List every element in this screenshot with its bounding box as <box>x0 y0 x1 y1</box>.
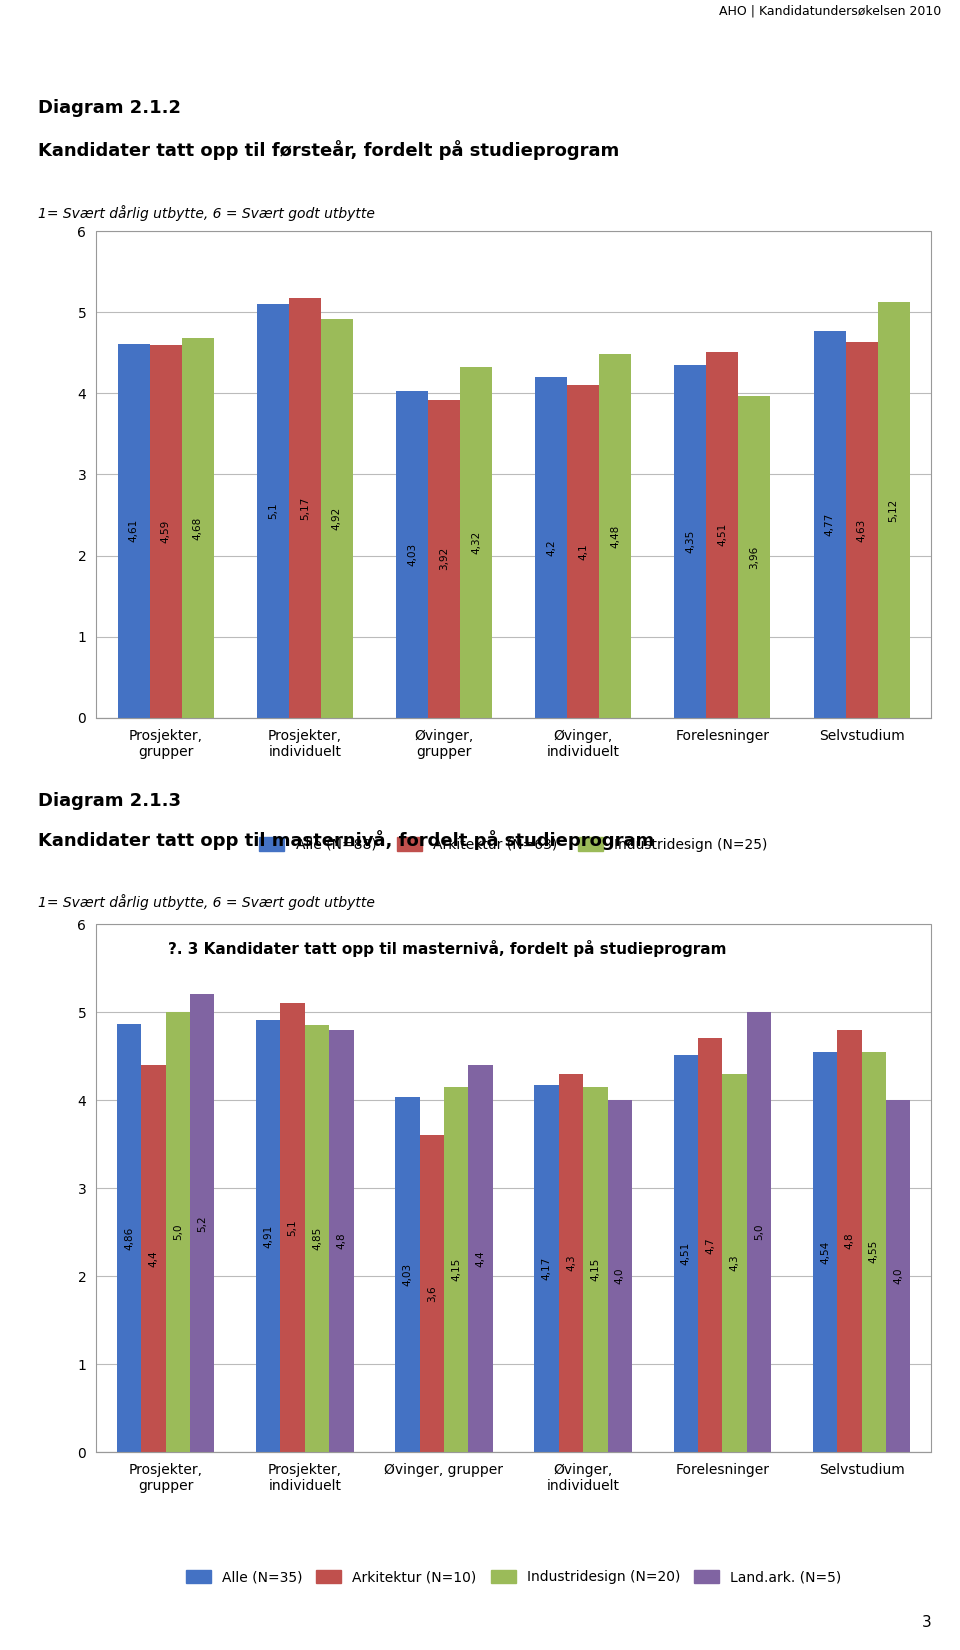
Text: 4,59: 4,59 <box>160 520 171 543</box>
Text: 5,0: 5,0 <box>173 1224 182 1241</box>
Text: 4,4: 4,4 <box>475 1251 486 1267</box>
Bar <box>599 355 632 718</box>
Bar <box>256 304 289 718</box>
Text: 4,54: 4,54 <box>820 1241 830 1264</box>
Bar <box>190 995 214 1452</box>
Bar <box>837 1030 861 1452</box>
Bar <box>813 1053 837 1452</box>
Text: Kandidater tatt opp til førsteår, fordelt på studieprogram: Kandidater tatt opp til førsteår, fordel… <box>38 140 619 160</box>
Bar <box>460 368 492 718</box>
Text: 5,1: 5,1 <box>288 1219 298 1236</box>
Legend: Alle (N=88), Arkitektur (N=63), Industridesign (N=25): Alle (N=88), Arkitektur (N=63), Industri… <box>253 832 774 858</box>
Text: 4,0: 4,0 <box>893 1267 903 1284</box>
Bar <box>289 299 321 718</box>
Bar <box>674 365 707 718</box>
Text: 4,0: 4,0 <box>614 1267 625 1284</box>
Bar <box>846 342 877 718</box>
Bar <box>181 338 214 718</box>
Text: 1= Svært dårlig utbytte, 6 = Svært godt utbytte: 1= Svært dårlig utbytte, 6 = Svært godt … <box>38 894 375 911</box>
Bar <box>567 384 599 718</box>
Bar <box>256 1020 280 1452</box>
Bar <box>420 1135 444 1452</box>
Legend: Alle (N=35), Arkitektur (N=10), Industridesign (N=20), Land.ark. (N=5): Alle (N=35), Arkitektur (N=10), Industri… <box>180 1564 847 1591</box>
Text: 5,12: 5,12 <box>889 498 899 521</box>
Text: 4,68: 4,68 <box>193 516 203 540</box>
Bar <box>396 1097 420 1452</box>
Bar <box>280 1003 305 1452</box>
Text: AHO | Kandidatundersøkelsen 2010: AHO | Kandidatundersøkelsen 2010 <box>718 3 941 16</box>
Bar <box>321 318 353 718</box>
Bar <box>877 302 910 718</box>
Bar <box>150 345 181 718</box>
Text: 5,2: 5,2 <box>197 1214 207 1231</box>
Text: Kandidater tatt opp til masternivå, fordelt på studieprogram: Kandidater tatt opp til masternivå, ford… <box>38 830 655 850</box>
Text: 4,1: 4,1 <box>578 543 588 559</box>
Bar <box>559 1074 584 1452</box>
Text: 3,96: 3,96 <box>750 546 759 569</box>
Text: 4,35: 4,35 <box>685 530 695 553</box>
Bar <box>468 1064 492 1452</box>
Text: 5,1: 5,1 <box>268 503 277 520</box>
Bar <box>886 1101 910 1452</box>
Bar <box>444 1087 468 1452</box>
Text: 4,51: 4,51 <box>717 523 728 546</box>
Text: 4,55: 4,55 <box>869 1241 878 1264</box>
Text: 4,85: 4,85 <box>312 1228 322 1251</box>
Text: ?. 3 Kandidater tatt opp til masternivå, fordelt på studieprogram: ?. 3 Kandidater tatt opp til masternivå,… <box>168 940 727 957</box>
Text: 4,32: 4,32 <box>471 531 481 554</box>
Bar <box>722 1074 747 1452</box>
Text: 4,15: 4,15 <box>451 1257 461 1280</box>
Bar <box>141 1064 165 1452</box>
Bar <box>698 1038 722 1452</box>
Text: Diagram 2.1.2: Diagram 2.1.2 <box>38 99 181 117</box>
Text: Diagram 2.1.3: Diagram 2.1.3 <box>38 792 181 810</box>
Text: 3,6: 3,6 <box>427 1285 437 1302</box>
Text: 4,61: 4,61 <box>129 520 138 543</box>
Text: 1= Svært dårlig utbytte, 6 = Svært godt utbytte: 1= Svært dårlig utbytte, 6 = Svært godt … <box>38 205 375 221</box>
Bar <box>535 1086 559 1452</box>
Bar <box>747 1011 771 1452</box>
Text: 4,7: 4,7 <box>706 1238 715 1254</box>
Text: 4,91: 4,91 <box>263 1224 274 1247</box>
Bar <box>329 1030 353 1452</box>
Bar <box>674 1054 698 1452</box>
Text: 4,3: 4,3 <box>730 1254 739 1270</box>
Bar <box>396 391 428 718</box>
Text: 4,48: 4,48 <box>611 525 620 548</box>
Text: 4,03: 4,03 <box>407 543 417 566</box>
Text: 4,4: 4,4 <box>149 1251 158 1267</box>
Bar <box>117 1025 141 1452</box>
Text: 4,17: 4,17 <box>541 1257 552 1280</box>
Bar <box>535 378 567 718</box>
Text: 4,8: 4,8 <box>336 1233 347 1249</box>
Text: 4,77: 4,77 <box>825 513 834 536</box>
Bar <box>304 1025 329 1452</box>
Text: 4,3: 4,3 <box>566 1254 576 1270</box>
Bar <box>707 351 738 718</box>
Text: 5,17: 5,17 <box>300 497 310 520</box>
Text: 3: 3 <box>922 1615 931 1630</box>
Text: 4,03: 4,03 <box>402 1264 413 1287</box>
Text: 4,8: 4,8 <box>845 1233 854 1249</box>
Text: 4,15: 4,15 <box>590 1257 600 1280</box>
Bar <box>608 1101 632 1452</box>
Bar <box>117 343 150 718</box>
Text: 4,2: 4,2 <box>546 540 556 556</box>
Text: 3,92: 3,92 <box>439 548 449 571</box>
Bar <box>583 1087 608 1452</box>
Bar <box>738 396 771 718</box>
Text: 4,51: 4,51 <box>681 1242 691 1266</box>
Text: 5,0: 5,0 <box>754 1224 764 1241</box>
Text: 4,63: 4,63 <box>856 518 867 541</box>
Text: 4,86: 4,86 <box>124 1226 134 1249</box>
Bar <box>165 1011 190 1452</box>
Bar <box>862 1051 886 1452</box>
Bar <box>813 330 846 718</box>
Bar <box>428 399 460 718</box>
Text: 4,92: 4,92 <box>332 507 342 530</box>
